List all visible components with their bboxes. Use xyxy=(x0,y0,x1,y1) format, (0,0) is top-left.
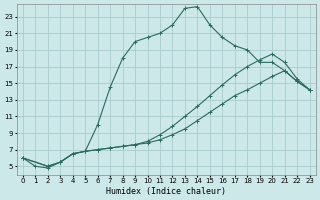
X-axis label: Humidex (Indice chaleur): Humidex (Indice chaleur) xyxy=(106,187,226,196)
